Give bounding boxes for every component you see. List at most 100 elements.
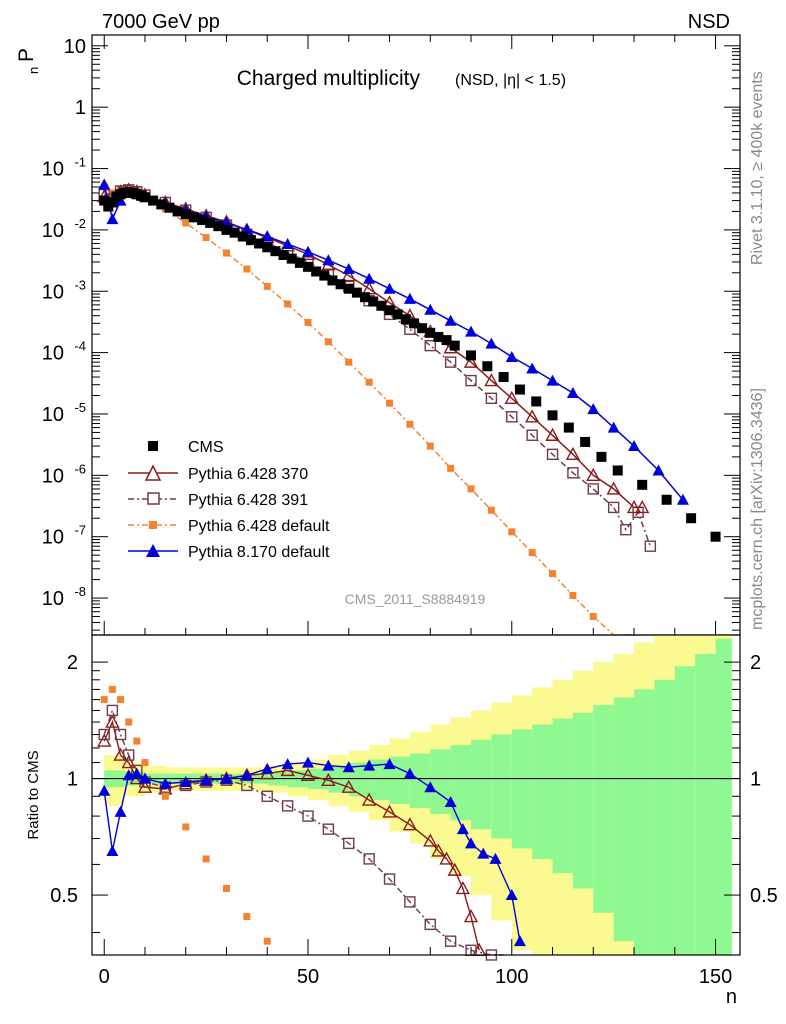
main-point-cms — [319, 270, 330, 281]
main-point-cms — [482, 361, 493, 372]
ratio-band-inner — [634, 689, 655, 955]
ratio-band-inner — [654, 679, 675, 955]
ratio-point-p8def — [179, 775, 192, 787]
main-point-cms — [612, 465, 623, 476]
legend-item-p6def: Pythia 6.428 default — [128, 518, 330, 535]
legend-label-cms: CMS — [188, 439, 224, 456]
main-point-p391 — [506, 411, 518, 423]
ratio-point-p8def — [403, 767, 416, 779]
main-y-ticks: 10 1 10 -1 10 -2 10 -3 10 -4 10 -5 10 -6 10 -7 10 -8 — [42, 35, 740, 635]
ratio-band-inner — [532, 724, 553, 859]
main-point-p6def — [304, 318, 312, 326]
ratio-point-p370 — [105, 714, 120, 728]
main-ytick-label: 10 — [42, 465, 64, 487]
main-ytick-label: 10 — [42, 220, 64, 242]
ratio-ticks: 0.5 0.5 1 1 2 2 0 50 100 150 — [50, 652, 778, 988]
main-point-cms — [245, 235, 256, 246]
main-ytick-exponent: -8 — [74, 584, 86, 599]
ratio-ytick-label: 0.5 — [50, 885, 78, 907]
ratio-point-p8def — [281, 758, 294, 770]
main-ytick-exponent: -1 — [74, 155, 86, 170]
ratio-band-inner — [695, 653, 716, 955]
main-point-p8def — [342, 263, 355, 275]
main-ytick-label: 10 — [42, 527, 64, 549]
main-line-p370 — [103, 189, 643, 509]
ratio-point-p8def — [342, 761, 355, 773]
ratio-point-p8def — [505, 889, 518, 901]
ratio-series-p391 — [98, 704, 504, 961]
main-point-cms — [343, 283, 354, 294]
main-point-cms — [441, 335, 452, 346]
main-ytick-label: 10 — [42, 404, 64, 426]
header-right: NSD — [688, 11, 730, 33]
ratio-point-p6def — [141, 759, 149, 767]
ratio-point-p6def — [182, 823, 190, 831]
ratio-point-p8def — [489, 852, 502, 864]
main-ytick-label: 10 — [42, 159, 64, 181]
ratio-point-p391 — [106, 704, 119, 717]
main-point-cms — [531, 396, 542, 407]
main-point-p391 — [424, 339, 436, 352]
ratio-point-p6def — [117, 696, 125, 704]
ratio-band-inner — [450, 745, 472, 821]
ratio-point-p8def — [302, 756, 314, 768]
main-point-cms — [311, 266, 322, 277]
main-point-cms — [197, 214, 208, 225]
main-ytick-exponent: -5 — [74, 400, 86, 415]
main-point-p8def — [98, 178, 111, 190]
ratio-point-p8def — [513, 935, 526, 947]
main-point-cms — [400, 314, 411, 325]
main-point-p6def — [549, 570, 557, 578]
ratio-point-p8def — [477, 847, 490, 859]
main-point-cms — [547, 410, 558, 421]
x-tick-label: 150 — [699, 966, 732, 988]
ratio-point-p8def — [456, 823, 469, 835]
ratio-line-p370 — [103, 719, 480, 951]
main-point-p391 — [607, 501, 620, 514]
main-point-cms — [229, 227, 240, 238]
x-tick-label: 0 — [99, 966, 110, 988]
main-point-p391 — [620, 524, 632, 536]
ratio-series-p8def — [98, 756, 526, 947]
ratio-point-p8def — [444, 795, 457, 807]
ratio-point-p8def — [363, 759, 376, 771]
legend-item-p370: Pythia 6.428 370 — [128, 464, 308, 483]
main-point-cms — [294, 257, 305, 268]
main-point-p370 — [524, 409, 540, 423]
ratio-series-p6def — [100, 685, 271, 945]
ratio-line-p391 — [103, 708, 504, 956]
main-point-cms — [139, 192, 150, 203]
main-point-cms — [107, 197, 118, 208]
main-point-cms — [580, 436, 591, 447]
main-point-p6def — [182, 219, 190, 227]
main-point-p8def — [485, 337, 498, 349]
ratio-point-p391 — [122, 749, 135, 761]
legend-marker-p8def — [146, 544, 160, 557]
main-point-p8def — [322, 254, 335, 266]
main-point-cms — [270, 246, 281, 257]
main-point-p6def — [447, 464, 455, 472]
main-point-cms — [172, 206, 183, 217]
ratio-point-p370 — [361, 792, 377, 806]
main-point-cms — [205, 217, 216, 228]
ratio-point-p6def — [133, 737, 141, 745]
legend-label-p8def: Pythia 8.170 default — [188, 544, 330, 561]
ratio-point-p370 — [382, 804, 397, 818]
main-point-cms — [180, 209, 191, 220]
ratio-point-p391 — [241, 779, 253, 792]
main-point-p8def — [302, 245, 314, 257]
main-point-cms — [376, 300, 387, 311]
ratio-band-inner — [552, 718, 573, 874]
main-point-p8def — [424, 303, 437, 315]
ratio-point-p370 — [447, 862, 462, 876]
main-point-cms — [596, 451, 607, 462]
main-ytick-exponent: -3 — [74, 277, 86, 292]
ratio-band-inner — [674, 666, 696, 955]
ratio-point-p6def — [108, 685, 116, 693]
main-point-cms — [164, 202, 175, 213]
ratio-point-p391 — [98, 728, 110, 741]
main-subtitle: (NSD, |η| < 1.5) — [455, 72, 566, 89]
ratio-point-p391 — [444, 935, 457, 947]
ratio-point-p391 — [424, 918, 436, 931]
